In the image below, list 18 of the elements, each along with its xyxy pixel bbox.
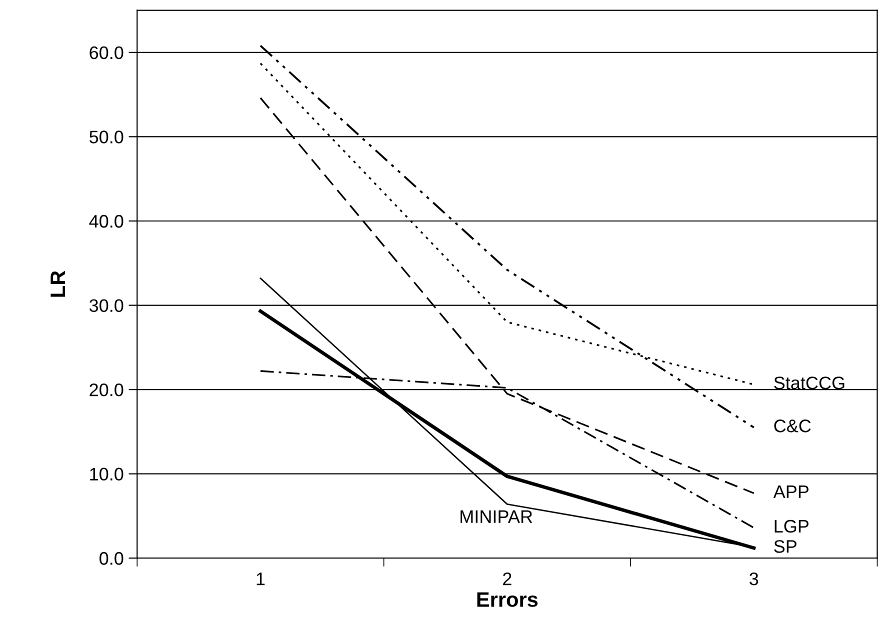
- series-label: APP: [773, 485, 809, 498]
- series-label: SP: [774, 540, 796, 553]
- series-label: C&C: [774, 420, 811, 432]
- x-tick-label: 3: [750, 572, 758, 586]
- y-tick-label: 0.0: [100, 552, 124, 565]
- y-tick-label: 30.0: [89, 299, 124, 312]
- y-tick-label: 60.0: [90, 46, 124, 60]
- x-tick-label: 2: [503, 572, 512, 586]
- y-tick-label: 10.0: [90, 468, 124, 481]
- series-label: StatCCG: [774, 376, 844, 390]
- y-tick-label: 50.0: [90, 130, 124, 144]
- y-axis-title: LR: [50, 270, 66, 297]
- x-axis-title: Errors: [477, 592, 538, 607]
- series-label: LGP: [774, 520, 809, 533]
- x-tick-label: 1: [256, 572, 265, 586]
- y-tick-label: 20.0: [90, 383, 124, 396]
- y-tick-label: 40.0: [89, 214, 124, 228]
- annotation: MINIPAR: [460, 510, 532, 523]
